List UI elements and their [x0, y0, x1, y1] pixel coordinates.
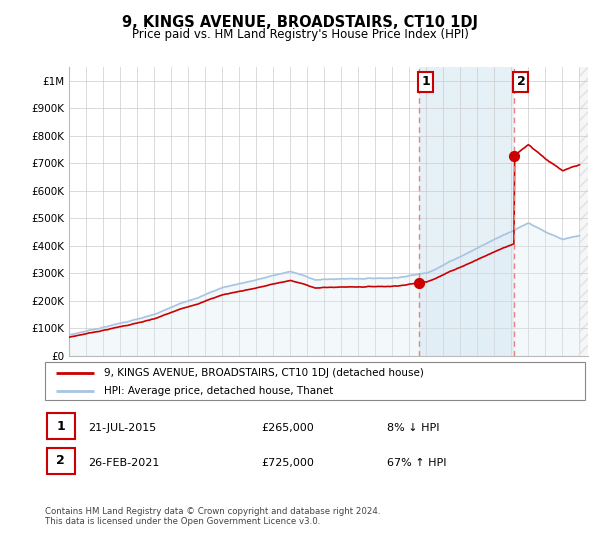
Text: 9, KINGS AVENUE, BROADSTAIRS, CT10 1DJ: 9, KINGS AVENUE, BROADSTAIRS, CT10 1DJ [122, 15, 478, 30]
Bar [47, 413, 74, 439]
Bar [580, 67, 596, 356]
Text: 1: 1 [56, 419, 65, 433]
Text: 8% ↓ HPI: 8% ↓ HPI [387, 423, 439, 433]
Point [414, 278, 424, 287]
Text: £725,000: £725,000 [261, 458, 314, 468]
Point [509, 152, 519, 161]
Text: 67% ↑ HPI: 67% ↑ HPI [387, 458, 446, 468]
Text: £265,000: £265,000 [261, 423, 314, 433]
Text: 9, KINGS AVENUE, BROADSTAIRS, CT10 1DJ (detached house): 9, KINGS AVENUE, BROADSTAIRS, CT10 1DJ (… [104, 368, 424, 378]
Text: 26-FEB-2021: 26-FEB-2021 [88, 458, 160, 468]
Text: HPI: Average price, detached house, Thanet: HPI: Average price, detached house, Than… [104, 386, 334, 396]
Text: Price paid vs. HM Land Registry's House Price Index (HPI): Price paid vs. HM Land Registry's House … [131, 28, 469, 41]
Bar [419, 67, 514, 356]
Text: Contains HM Land Registry data © Crown copyright and database right 2024.
This d: Contains HM Land Registry data © Crown c… [45, 507, 380, 526]
Bar [47, 448, 74, 474]
Text: 21-JUL-2015: 21-JUL-2015 [88, 423, 157, 433]
Text: 1: 1 [421, 76, 430, 88]
Text: 2: 2 [56, 454, 65, 468]
Text: 2: 2 [517, 76, 525, 88]
